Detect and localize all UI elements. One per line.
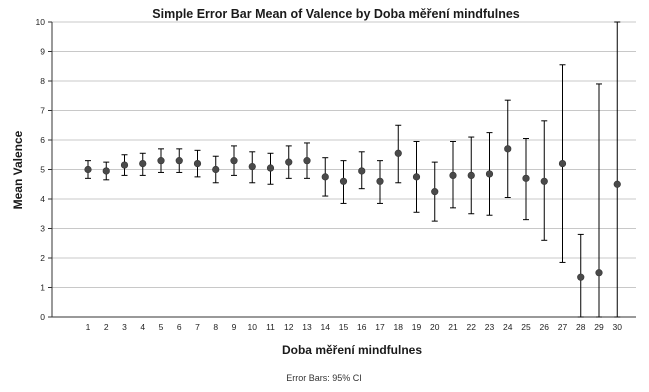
mean-point — [376, 177, 384, 185]
x-tick-label: 12 — [284, 322, 294, 332]
mean-point — [339, 177, 348, 185]
y-tick-label: 2 — [40, 253, 45, 263]
mean-point — [358, 167, 366, 175]
mean-point — [613, 180, 621, 188]
x-axis-label: Doba měření mindfulnes — [282, 343, 422, 357]
x-tick-label: 23 — [485, 322, 495, 332]
y-axis-label: Mean Valence — [11, 130, 25, 209]
x-tick-label: 2 — [104, 322, 109, 332]
x-tick-label: 26 — [540, 322, 550, 332]
mean-point — [266, 164, 275, 172]
mean-point — [157, 157, 165, 165]
y-tick-label: 5 — [40, 165, 45, 175]
y-tick-label: 3 — [40, 224, 45, 234]
y-tick-label: 7 — [40, 106, 45, 116]
mean-point — [394, 149, 402, 157]
x-tick-label: 29 — [594, 322, 604, 332]
mean-point — [485, 170, 494, 178]
x-tick-label: 7 — [195, 322, 200, 332]
y-tick-label: 1 — [40, 283, 45, 293]
y-tick-labels: 0 1 2 3 4 5 6 7 8 9 10 — [36, 17, 46, 322]
x-tick-label: 28 — [576, 322, 586, 332]
mean-point — [230, 157, 238, 165]
y-tick-label: 9 — [40, 47, 45, 57]
x-tick-label: 20 — [430, 322, 440, 332]
x-tick-label: 13 — [302, 322, 312, 332]
mean-markers — [84, 145, 621, 281]
axes — [48, 21, 636, 318]
mean-point — [285, 158, 293, 166]
x-tick-label: 15 — [339, 322, 349, 332]
x-tick-label: 11 — [266, 322, 275, 332]
grid-lines — [52, 21, 636, 288]
y-tick-label: 8 — [40, 76, 45, 86]
x-tick-label: 24 — [503, 322, 513, 332]
mean-point — [139, 160, 147, 168]
y-tick-label: 6 — [40, 135, 45, 145]
x-tick-label: 25 — [521, 322, 531, 332]
x-tick-label: 16 — [357, 322, 367, 332]
x-tick-label: 6 — [177, 322, 182, 332]
mean-point — [540, 177, 548, 185]
y-tick-label: 4 — [40, 194, 45, 204]
x-tick-label: 30 — [613, 322, 623, 332]
x-tick-label: 17 — [375, 322, 385, 332]
x-tick-label: 22 — [467, 322, 477, 332]
mean-point — [577, 273, 585, 281]
x-tick-label: 3 — [122, 322, 127, 332]
mean-point — [84, 165, 92, 174]
mean-point — [102, 167, 110, 175]
x-tick-label: 5 — [159, 322, 164, 332]
chart-title: Simple Error Bar Mean of Valence by Doba… — [152, 7, 520, 21]
mean-point — [595, 269, 603, 277]
x-tick-label: 19 — [412, 322, 422, 332]
x-tick-labels: 1 2 3 4 5 6 7 8 9 10 11 12 13 14 15 16 17 18 19 20 21 22 23 24 2… — [86, 322, 623, 332]
mean-point — [193, 160, 202, 168]
x-tick-label: 18 — [394, 322, 404, 332]
mean-point — [248, 162, 256, 171]
y-tick-label: 10 — [36, 17, 46, 27]
mean-point — [120, 161, 129, 169]
mean-point — [467, 171, 475, 179]
error-bar-footnote: Error Bars: 95% CI — [286, 373, 362, 383]
mean-point — [522, 174, 530, 182]
x-tick-label: 9 — [232, 322, 237, 332]
x-tick-label: 1 — [86, 322, 91, 332]
x-tick-label: 21 — [448, 322, 458, 332]
x-tick-label: 8 — [213, 322, 218, 332]
x-tick-label: 4 — [140, 322, 145, 332]
mean-point — [449, 171, 457, 179]
mean-point — [504, 145, 512, 153]
mean-point — [558, 160, 567, 168]
mean-point — [175, 157, 183, 165]
x-tick-label: 10 — [248, 322, 258, 332]
mean-point — [212, 165, 220, 174]
mean-point — [412, 173, 421, 181]
mean-point — [431, 188, 439, 196]
y-tick-label: 0 — [40, 312, 45, 322]
mean-point — [321, 173, 329, 181]
x-tick-label: 14 — [321, 322, 331, 332]
x-tick-label: 27 — [558, 322, 568, 332]
mean-point — [303, 157, 311, 165]
